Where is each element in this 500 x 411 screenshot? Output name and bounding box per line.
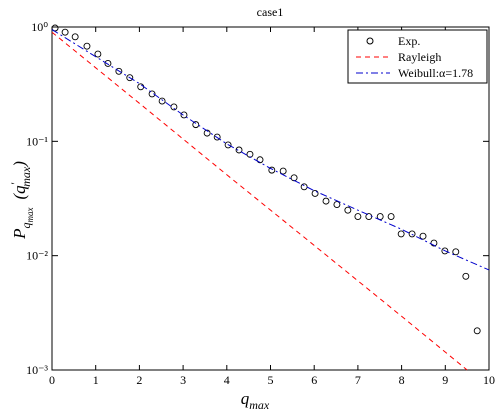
legend-label: Exp.	[398, 34, 420, 48]
x-tick-label: 9	[442, 373, 448, 387]
data-point	[104, 59, 112, 67]
y-label-subsub: max	[25, 208, 35, 223]
data-point	[115, 67, 123, 75]
data-point	[430, 239, 438, 247]
data-point	[397, 230, 405, 238]
data-point	[279, 167, 287, 175]
legend-label: Weibull:α=1.78	[398, 66, 473, 80]
data-point	[300, 183, 308, 191]
x-tick-label: 0	[49, 373, 55, 387]
data-point	[61, 28, 69, 36]
data-point	[180, 111, 188, 119]
data-point	[213, 133, 221, 141]
y-label-argsub: max	[19, 166, 33, 187]
data-point	[94, 50, 102, 58]
data-point	[83, 42, 91, 50]
data-point	[71, 33, 79, 41]
data-point	[203, 129, 211, 137]
x-label-sub: max	[249, 398, 270, 411]
data-point	[224, 141, 232, 149]
series-line	[51, 31, 468, 371]
data-point	[170, 103, 178, 111]
x-label-main: q	[241, 389, 250, 408]
data-point	[354, 213, 362, 220]
data-point	[473, 327, 481, 335]
x-axis-label: qmax	[241, 389, 270, 411]
data-point	[256, 156, 264, 164]
y-label-open: (q	[10, 185, 29, 200]
data-point	[333, 201, 341, 208]
legend-label: Rayleigh	[398, 50, 441, 64]
data-point	[126, 74, 134, 82]
data-point	[462, 272, 470, 280]
y-tick-label: 10⁻¹	[26, 134, 48, 148]
y-tick-label: 10⁻³	[26, 363, 48, 377]
x-tick-label: 7	[355, 373, 361, 387]
x-tick-label: 1	[93, 373, 99, 387]
data-point	[441, 247, 449, 255]
data-point	[322, 197, 330, 205]
chart-title: case1	[257, 5, 284, 19]
data-point	[344, 206, 352, 214]
y-label-sub: q	[19, 223, 33, 229]
data-point	[387, 213, 395, 220]
legend-box	[347, 29, 488, 84]
y-tick-label: 10⁻²	[26, 249, 48, 263]
x-tick-label: 5	[268, 373, 274, 387]
data-point	[148, 90, 156, 98]
x-tick-label: 6	[311, 373, 317, 387]
data-point	[311, 190, 319, 197]
data-point	[452, 248, 460, 256]
data-point	[192, 121, 200, 129]
data-point	[268, 166, 276, 174]
x-tick-label: 8	[399, 373, 405, 387]
data-point	[235, 146, 243, 154]
y-axis-label: Pqmax(q′max)	[8, 161, 35, 240]
y-label-close: )	[10, 161, 29, 168]
data-point	[408, 230, 416, 238]
y-tick-label: 10⁰	[31, 20, 48, 34]
x-tick-label: 3	[180, 373, 186, 387]
series-line	[51, 29, 490, 271]
x-tick-label: 4	[224, 373, 230, 387]
data-point	[158, 97, 166, 105]
y-label-main: P	[10, 229, 29, 240]
legend-symbol	[366, 37, 374, 45]
data-point	[137, 83, 145, 91]
data-point	[419, 232, 427, 240]
x-tick-label: 10	[483, 373, 495, 387]
x-tick-label: 2	[136, 373, 142, 387]
y-label-prime: ′	[8, 182, 22, 185]
